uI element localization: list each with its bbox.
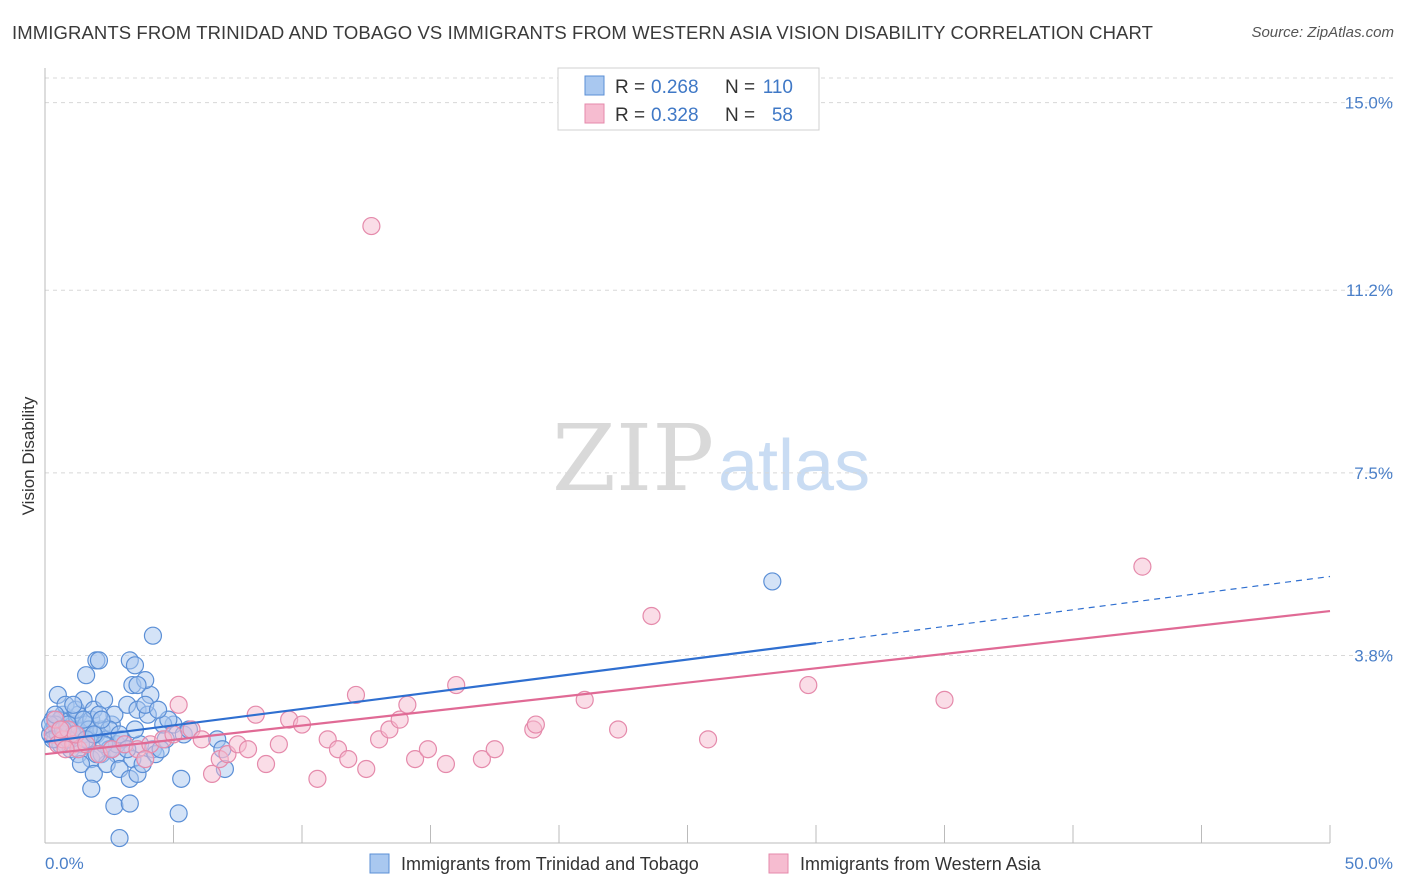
y-tick-label: 15.0% <box>1345 94 1393 113</box>
bottom-legend-label-western-asia: Immigrants from Western Asia <box>800 854 1042 874</box>
point-western-asia <box>698 730 718 749</box>
bottom-legend-swatch-trinidad <box>369 853 390 874</box>
point-western-asia <box>308 769 327 788</box>
y-axis-label: Vision Disability <box>19 396 38 515</box>
bottom-legend-label-trinidad: Immigrants from Trinidad and Tobago <box>401 854 699 874</box>
point-trinidad <box>82 779 101 798</box>
x-axis-tick-marks <box>44 825 1331 843</box>
trend-lines <box>44 575 1331 756</box>
point-western-asia <box>799 675 818 695</box>
point-trinidad <box>92 710 111 729</box>
point-trinidad <box>105 796 124 816</box>
trend-line-western-asia <box>44 609 1331 756</box>
point-trinidad <box>143 626 163 645</box>
legend-swatch-trinidad <box>584 75 605 96</box>
series-western-asia-points <box>43 216 1152 788</box>
point-western-asia <box>526 715 545 734</box>
point-western-asia <box>418 740 438 759</box>
point-trinidad <box>89 651 109 670</box>
y-tick-label: 7.5% <box>1354 464 1393 483</box>
y-tick-label: 11.2% <box>1346 281 1393 300</box>
legend-r-value-1: 0.268 <box>651 77 699 98</box>
point-western-asia <box>472 749 491 769</box>
point-western-asia <box>136 749 155 769</box>
chart-title: IMMIGRANTS FROM TRINIDAD AND TOBAGO VS I… <box>12 22 1154 43</box>
series-legend: Immigrants from Trinidad and Tobago Immi… <box>369 853 1042 874</box>
point-western-asia <box>339 749 358 769</box>
point-trinidad <box>169 804 188 823</box>
point-trinidad <box>125 656 145 675</box>
y-axis-ticks: 3.8% 7.5% 11.2% 15.0% <box>1345 94 1393 666</box>
point-western-asia <box>405 749 425 769</box>
point-western-asia <box>238 740 258 759</box>
point-western-asia <box>256 754 276 774</box>
stats-legend: R = 0.268 N = 110 R = 0.328 N = 58 <box>557 67 820 131</box>
bottom-legend-swatch-western-asia <box>768 853 789 874</box>
point-western-asia <box>169 695 188 714</box>
point-trinidad <box>172 769 191 788</box>
trend-line-trinidad <box>44 642 817 743</box>
point-trinidad <box>128 675 147 695</box>
x-tick-label-0: 0.0% <box>45 854 84 873</box>
point-western-asia <box>192 730 211 749</box>
point-trinidad <box>110 828 129 848</box>
source-label: Source: ZipAtlas.com <box>1251 24 1394 41</box>
point-western-asia <box>398 695 417 714</box>
point-trinidad <box>763 572 782 591</box>
point-trinidad <box>64 695 83 714</box>
point-western-asia <box>436 754 456 774</box>
trend-line-trinidad-extension <box>815 575 1331 644</box>
point-western-asia <box>935 690 954 709</box>
point-trinidad <box>148 700 168 719</box>
legend-n-label-2: N = <box>725 105 755 126</box>
point-western-asia <box>346 685 366 705</box>
y-tick-label: 3.8% <box>1354 646 1393 665</box>
watermark: ZIP atlas <box>552 405 870 512</box>
point-western-asia <box>609 720 628 739</box>
legend-r-value-2: 0.328 <box>651 105 699 126</box>
point-trinidad <box>77 666 96 685</box>
legend-swatch-western-asia <box>584 103 605 124</box>
point-western-asia <box>362 216 381 236</box>
legend-r-label-2: R = <box>615 105 645 126</box>
x-tick-label-50: 50.0% <box>1345 854 1393 873</box>
point-western-asia <box>642 606 661 626</box>
point-western-asia <box>485 740 504 759</box>
point-western-asia <box>202 764 222 784</box>
watermark-zip: ZIP <box>552 405 714 512</box>
point-western-asia <box>357 759 376 779</box>
legend-n-value-1: 110 <box>763 77 793 98</box>
watermark-atlas: atlas <box>718 426 870 506</box>
point-western-asia <box>51 720 70 739</box>
point-western-asia <box>56 740 75 759</box>
point-western-asia <box>269 735 288 754</box>
point-trinidad <box>74 710 93 729</box>
gridlines <box>45 77 1393 656</box>
point-trinidad <box>120 794 139 813</box>
legend-r-label-1: R = <box>615 77 645 98</box>
legend-n-value-2: 58 <box>772 105 793 126</box>
point-western-asia <box>1133 557 1152 576</box>
legend-n-label-1: N = <box>725 77 755 98</box>
